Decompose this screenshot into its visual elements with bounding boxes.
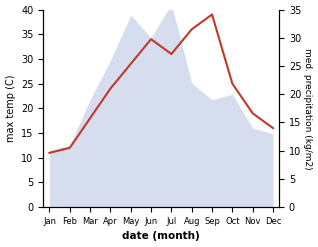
X-axis label: date (month): date (month) bbox=[122, 231, 200, 242]
Y-axis label: max temp (C): max temp (C) bbox=[5, 75, 16, 142]
Y-axis label: med. precipitation (kg/m2): med. precipitation (kg/m2) bbox=[303, 48, 313, 169]
